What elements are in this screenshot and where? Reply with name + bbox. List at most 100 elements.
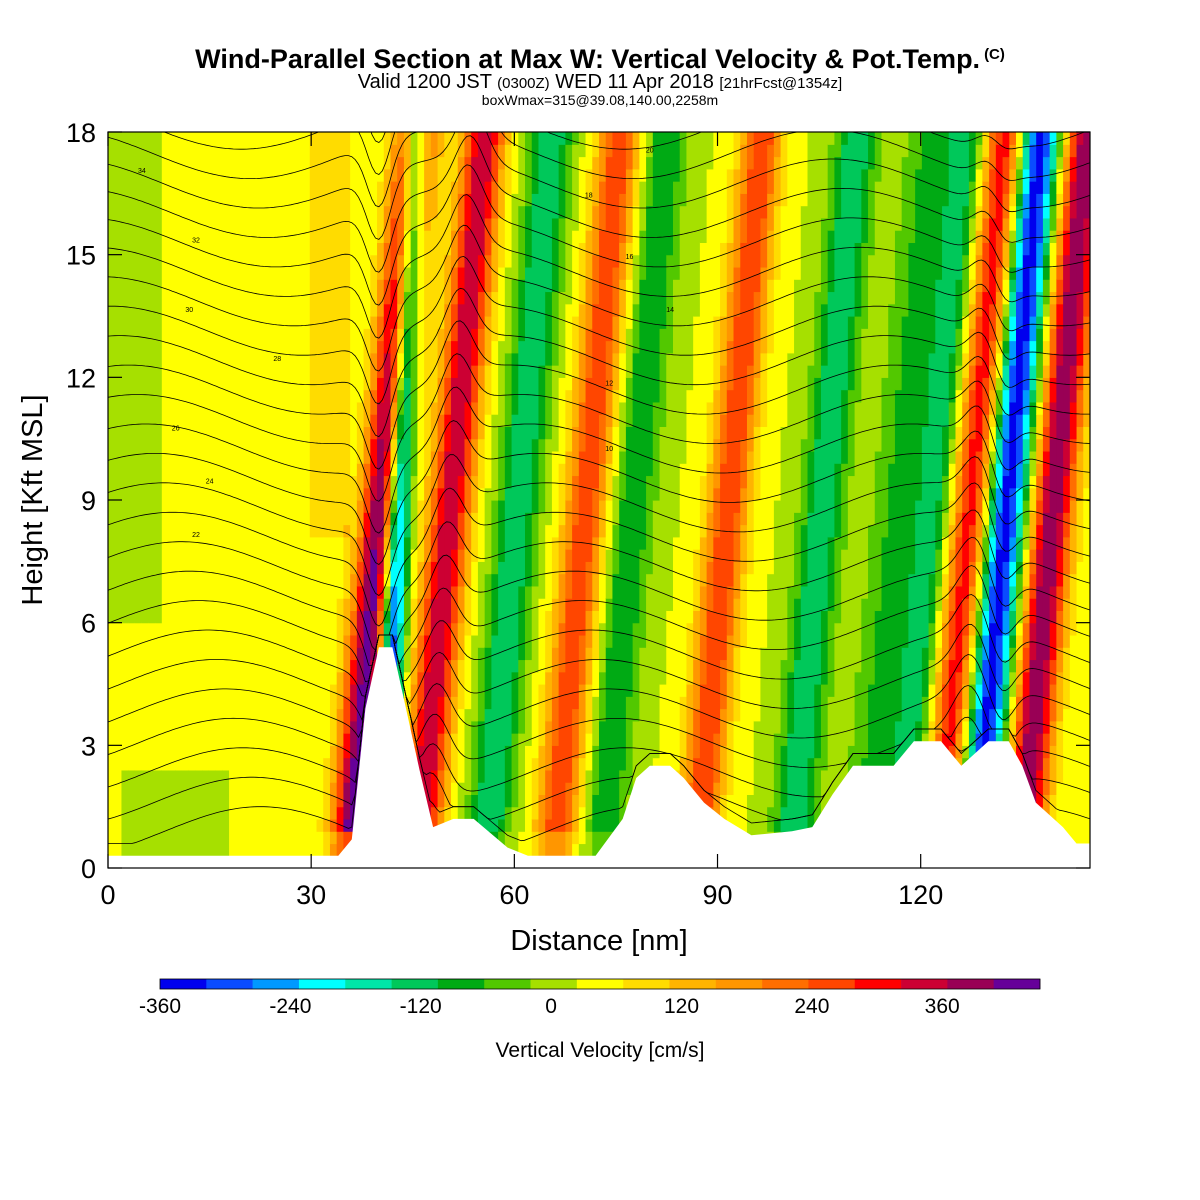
field-cell	[1002, 475, 1010, 562]
colorbar-swatch	[623, 979, 670, 989]
field-cell	[773, 205, 782, 280]
field-cell	[760, 217, 768, 268]
field-cell	[962, 684, 970, 710]
field-cell	[504, 806, 513, 832]
field-cell	[1022, 340, 1031, 391]
field-cell	[740, 132, 748, 145]
field-cell	[928, 132, 936, 354]
isentrope-label: 20	[646, 147, 654, 154]
field-cell	[316, 132, 324, 538]
field-cell	[746, 168, 755, 366]
field-cell	[632, 303, 640, 354]
field-cell	[962, 598, 970, 636]
field-cell	[1002, 303, 1010, 317]
field-cell	[363, 132, 371, 329]
field-cell	[282, 132, 291, 868]
field-cell	[861, 168, 869, 243]
field-cell	[955, 585, 963, 673]
isentrope-label: 30	[185, 307, 193, 314]
field-cell	[1049, 266, 1057, 293]
field-cell	[1083, 217, 1090, 256]
field-cell	[605, 426, 614, 464]
field-cell	[592, 794, 600, 832]
field-cell	[1056, 279, 1064, 305]
field-cell	[1063, 598, 1071, 648]
field-cell	[1056, 132, 1064, 158]
field-cell	[1022, 438, 1031, 464]
field-cell	[726, 291, 735, 342]
field-cell	[592, 696, 600, 746]
field-cell	[975, 132, 983, 145]
field-cell	[928, 659, 936, 685]
field-cell	[982, 181, 990, 219]
field-cell	[551, 291, 560, 366]
field-cell	[1063, 573, 1071, 599]
field-cell	[1016, 414, 1024, 464]
field-cell	[868, 524, 876, 685]
field-cell	[726, 340, 735, 391]
field-cell	[477, 438, 486, 489]
field-cell	[578, 352, 587, 403]
field-cell	[1036, 328, 1044, 354]
field-cell	[720, 708, 728, 746]
field-cell	[942, 426, 950, 477]
field-cell	[471, 328, 479, 366]
field-cell	[693, 316, 701, 550]
field-cell	[343, 696, 351, 734]
field-cell	[525, 205, 533, 268]
field-cell	[767, 230, 775, 280]
field-cell	[222, 769, 230, 868]
field-cell	[370, 610, 378, 661]
field-cell	[1036, 733, 1044, 771]
field-cell	[397, 438, 405, 464]
field-cell	[874, 181, 883, 452]
field-cell	[962, 708, 970, 722]
field-cell	[1036, 401, 1044, 415]
field-cell	[343, 782, 351, 820]
field-cell	[982, 242, 990, 293]
field-cell	[955, 279, 963, 329]
field-cell	[968, 279, 977, 305]
field-cell	[672, 132, 681, 182]
field-cell	[484, 414, 492, 489]
field-cell	[242, 132, 250, 868]
field-cell	[1009, 671, 1017, 697]
field-cell	[1022, 622, 1031, 648]
field-cell	[995, 291, 1004, 317]
field-cell	[868, 132, 876, 170]
field-cell	[437, 696, 445, 734]
field-cell	[962, 132, 970, 207]
field-cell	[1002, 389, 1010, 415]
field-cell	[625, 377, 634, 427]
field-cell	[1016, 573, 1024, 599]
field-cell	[975, 254, 983, 293]
field-cell	[572, 316, 580, 378]
field-cell	[370, 438, 378, 477]
field-cell	[464, 708, 472, 795]
field-cell	[962, 316, 970, 354]
colorbar-swatch	[715, 979, 763, 989]
field-cell	[1002, 279, 1010, 305]
isentrope-label: 10	[605, 446, 613, 453]
isentrope-line	[108, 482, 1090, 627]
field-cell	[888, 303, 896, 464]
field-cell	[814, 377, 822, 440]
field-cell	[1009, 647, 1017, 673]
colorbar-swatch	[947, 979, 994, 989]
field-cell	[962, 659, 970, 685]
field-cell	[437, 769, 445, 808]
field-cell	[1016, 696, 1024, 722]
field-cell	[565, 217, 573, 305]
field-cell	[417, 132, 425, 501]
field-cell	[740, 193, 748, 243]
field-cell	[518, 279, 526, 342]
field-cell	[370, 352, 378, 391]
field-cell	[1056, 168, 1064, 194]
field-cell	[538, 684, 546, 746]
field-cell	[1036, 585, 1044, 734]
field-cell	[787, 132, 795, 354]
field-cell	[1022, 144, 1031, 170]
field-cell	[383, 500, 392, 526]
field-cell	[350, 610, 358, 636]
